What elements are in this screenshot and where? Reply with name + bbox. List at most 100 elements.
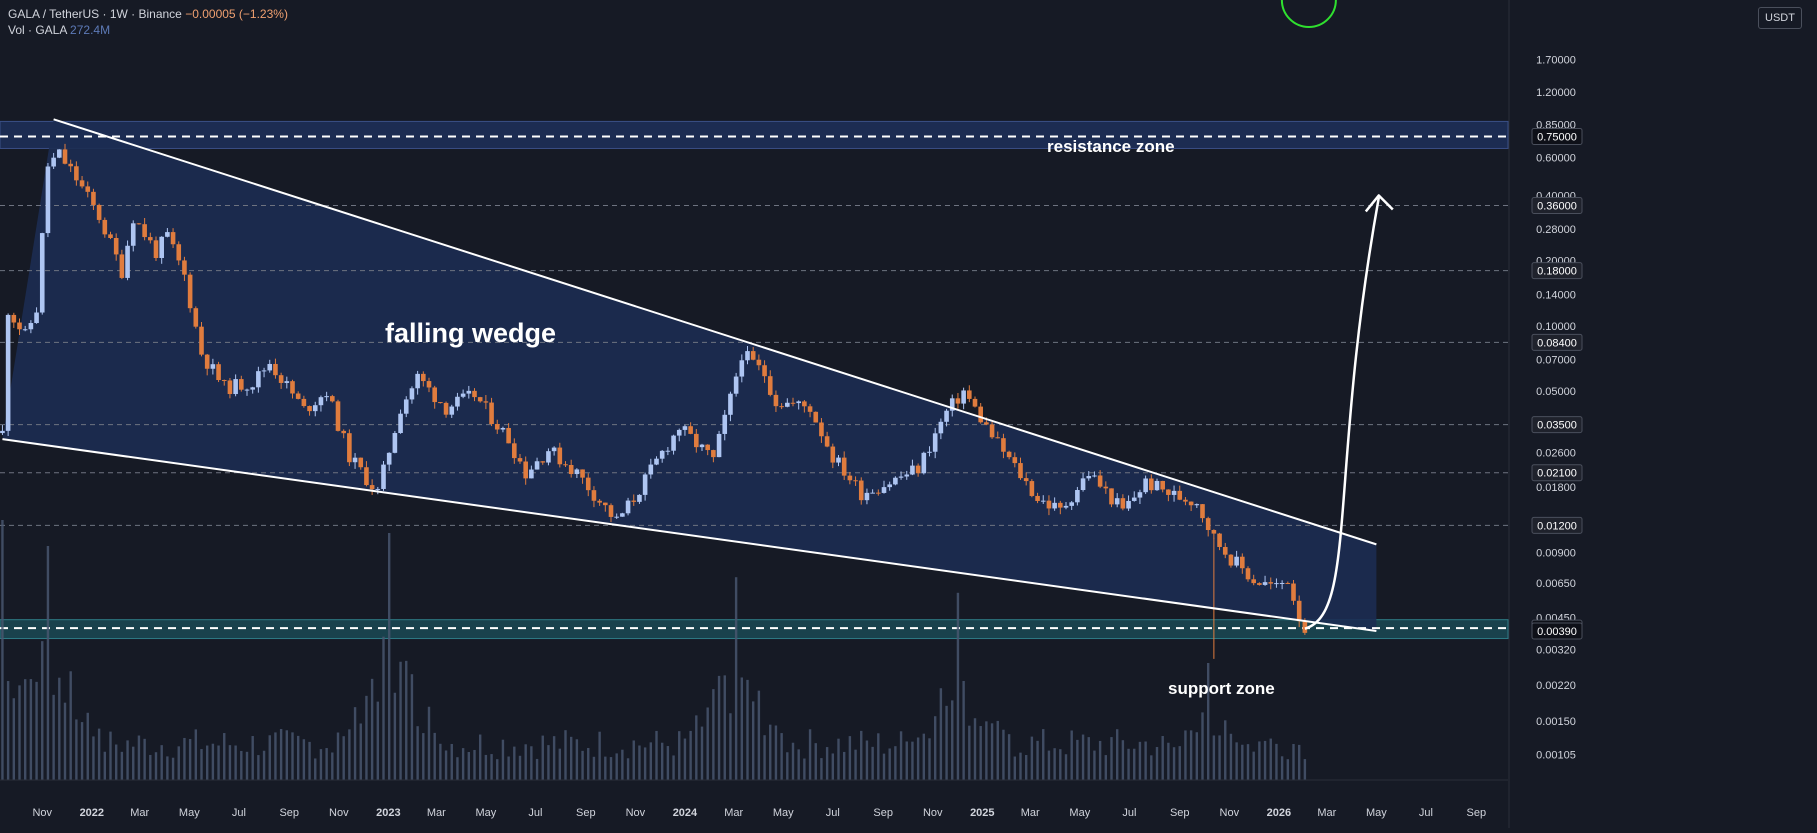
candle-body — [1211, 530, 1217, 534]
volume-bar — [1036, 740, 1039, 780]
volume-bar — [609, 757, 613, 780]
volume-bar — [638, 745, 641, 780]
candle-body — [819, 422, 824, 437]
volume-bar — [717, 675, 721, 780]
candle-body — [995, 437, 1001, 439]
candle-body — [887, 484, 892, 488]
volume-bar — [1172, 747, 1176, 780]
volume-bar — [1280, 756, 1284, 780]
candle-body — [483, 401, 489, 403]
candle-body — [1086, 475, 1092, 479]
time-tick-label: Mar — [1021, 807, 1040, 819]
volume-bar — [803, 758, 806, 780]
price-tick-label: 0.02600 — [1536, 448, 1576, 460]
candle-body — [57, 149, 62, 158]
price-tick-label: 0.00105 — [1536, 749, 1576, 761]
volume-bar — [939, 688, 943, 780]
candle-body — [591, 490, 597, 501]
candle-body — [102, 219, 108, 235]
price-tick-label: 0.00320 — [1536, 645, 1576, 657]
volume-bar — [1121, 740, 1125, 780]
candle-body — [369, 485, 375, 490]
candle-body — [341, 430, 346, 434]
volume-bar — [501, 739, 505, 780]
candle-body — [28, 323, 34, 330]
volume-bar — [507, 756, 510, 780]
candle-body — [568, 464, 574, 475]
volume-bar — [865, 740, 869, 780]
time-tick-label: May — [475, 807, 496, 819]
time-tick-label: May — [1069, 807, 1090, 819]
volume-bar — [52, 694, 55, 780]
volume-bar — [444, 750, 448, 780]
support-zone — [0, 619, 1509, 640]
volume-bar — [951, 700, 954, 780]
volume-value: 272.4M — [70, 23, 111, 37]
candle-body — [694, 433, 699, 448]
candle-body — [1029, 481, 1035, 496]
volume-bar — [382, 636, 385, 780]
candle-body — [1234, 556, 1239, 566]
candle-body — [17, 322, 22, 330]
volume-bar — [92, 736, 95, 780]
candle-body — [688, 426, 693, 434]
candle-body — [745, 351, 750, 361]
volume-bar — [473, 749, 476, 780]
price-tick-label: 0.00900 — [1536, 547, 1576, 559]
price-tick-label: 0.00150 — [1536, 716, 1576, 728]
candle-body — [881, 487, 887, 493]
candle-body — [1001, 438, 1006, 452]
candle-body — [904, 474, 910, 477]
candle-body — [250, 387, 255, 390]
volume-bar — [410, 674, 414, 780]
candle-body — [1040, 500, 1046, 502]
volume-bar — [12, 698, 16, 780]
candle-body — [739, 360, 745, 377]
volume-bar — [791, 742, 795, 780]
price-tick-label: 0.28000 — [1536, 224, 1576, 236]
volume-bar — [1218, 735, 1221, 780]
volume-label[interactable]: Vol · GALA — [8, 23, 67, 37]
volume-bar — [700, 726, 704, 780]
volume-bar — [592, 756, 596, 780]
candle-body — [358, 457, 364, 468]
price-tick-label: 0.01800 — [1536, 482, 1576, 494]
volume-bar — [308, 741, 311, 780]
candle-body — [1200, 504, 1205, 519]
candle-body — [421, 373, 426, 382]
candle-body — [1143, 478, 1148, 493]
currency-button[interactable]: USDT — [1758, 7, 1802, 29]
volume-bar — [1150, 755, 1153, 780]
volume-bar — [251, 736, 254, 780]
symbol-label[interactable]: GALA / TetherUS · 1W · Binance — [8, 7, 182, 21]
volume-bar — [399, 661, 402, 780]
volume-bar — [695, 715, 698, 780]
volume-bar — [746, 679, 749, 780]
candle-body — [830, 446, 836, 463]
projection-arrowhead — [1364, 194, 1394, 213]
volume-bar — [205, 745, 209, 780]
volume-bar — [217, 745, 220, 780]
volume-bar — [945, 705, 948, 780]
candle-body — [477, 397, 483, 402]
candle-body — [989, 424, 995, 438]
volume-bar — [370, 678, 374, 780]
volume-bar — [848, 736, 852, 780]
volume-bar — [558, 748, 562, 780]
candle-body — [847, 475, 853, 481]
candle-body — [113, 237, 119, 255]
candle-body — [949, 398, 955, 411]
candle-body — [227, 380, 233, 395]
volume-bar — [541, 735, 544, 780]
candle-body — [1131, 497, 1137, 501]
volume-bar — [751, 701, 755, 780]
candle-body — [1188, 501, 1194, 506]
candle-body — [1183, 499, 1188, 502]
candle-body — [489, 402, 494, 425]
volume-bar — [274, 732, 277, 780]
candle-body — [170, 232, 176, 245]
candle-body — [716, 433, 722, 458]
volume-bar — [1292, 744, 1295, 780]
